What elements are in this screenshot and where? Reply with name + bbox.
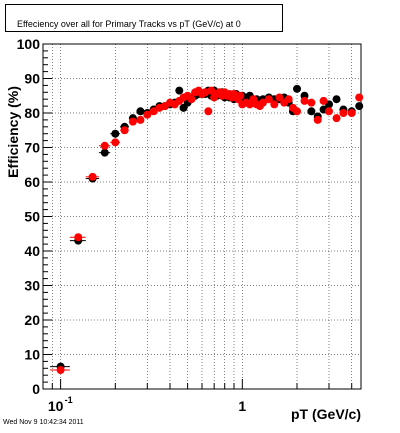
data-point: [201, 88, 210, 97]
data-point: [347, 109, 356, 117]
data-point: [149, 107, 158, 116]
data-layer: [50, 84, 364, 375]
data-point: [270, 100, 279, 109]
data-point: [128, 117, 137, 126]
data-point: [275, 93, 284, 102]
data-point: [136, 107, 145, 116]
data-point: [175, 86, 184, 95]
chart-title-box: Effeciency over all for Primary Tracks v…: [5, 4, 283, 32]
data-point: [339, 109, 348, 117]
data-point: [136, 115, 145, 124]
chart-title: Effeciency over all for Primary Tracks v…: [17, 19, 241, 29]
y-tick-label: 100: [17, 36, 41, 52]
data-point: [307, 107, 316, 116]
data-point: [187, 95, 196, 104]
y-tick-label: 90: [24, 71, 40, 87]
data-point: [332, 114, 341, 123]
data-point: [100, 148, 109, 157]
data-point: [300, 96, 309, 105]
data-point: [204, 107, 213, 116]
y-tick-label: 60: [24, 174, 40, 190]
y-tick-label: 30: [24, 278, 40, 294]
data-point: [332, 95, 341, 104]
timestamp: Wed Nov 9 10:42:34 2011: [3, 419, 84, 426]
data-point: [56, 366, 65, 375]
series-0: [50, 84, 364, 371]
x-axis-label: pT (GeV/c): [291, 406, 361, 422]
data-point: [284, 95, 293, 104]
data-point: [325, 107, 334, 116]
y-tick-label: 70: [24, 140, 40, 156]
x-tick-label-exponent: -1: [65, 395, 73, 405]
data-point: [88, 172, 97, 181]
data-point: [355, 102, 364, 111]
data-point: [264, 95, 273, 104]
data-point: [307, 98, 316, 107]
y-tick-label: 20: [24, 312, 40, 328]
x-tick-label: 10: [48, 398, 64, 414]
data-point: [259, 98, 268, 107]
data-point: [293, 107, 302, 116]
data-point: [313, 115, 322, 124]
y-tick-label: 0: [32, 381, 40, 397]
series-1: [50, 86, 364, 375]
y-axis-label: Efficiency (%): [5, 86, 21, 178]
data-point: [111, 129, 120, 138]
data-point: [236, 91, 245, 100]
data-point: [143, 110, 152, 119]
data-point: [111, 138, 120, 147]
data-point: [293, 84, 302, 93]
y-tick-label: 10: [24, 347, 40, 363]
data-point: [100, 141, 109, 150]
data-point: [355, 93, 364, 102]
data-point: [74, 233, 83, 242]
y-tick-label: 40: [24, 243, 40, 259]
y-tick-label: 80: [24, 105, 40, 121]
data-point: [319, 96, 328, 105]
data-point: [120, 126, 129, 135]
x-tick-label: 1: [238, 398, 246, 414]
y-tick-label: 50: [24, 209, 40, 225]
